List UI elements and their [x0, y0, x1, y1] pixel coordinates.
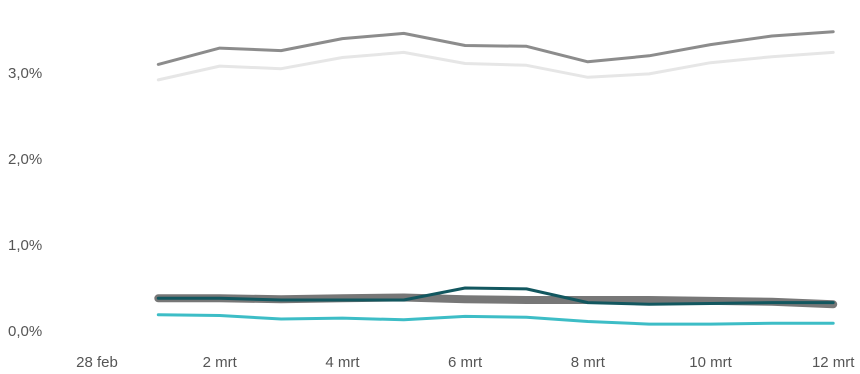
y-tick-label: 0,0%: [8, 323, 42, 340]
x-tick-label: 4 mrt: [325, 354, 360, 369]
y-tick-label: 1,0%: [8, 237, 42, 254]
y-tick-label: 2,0%: [8, 151, 42, 168]
series-line-2: [156, 30, 835, 66]
series-lines: [154, 30, 838, 326]
x-tick-label: 6 mrt: [448, 354, 483, 369]
y-tick-label: 3,0%: [8, 65, 42, 82]
series-line-5: [156, 286, 835, 306]
series-line-4: [156, 313, 835, 326]
x-tick-label: 12 mrt: [812, 354, 855, 369]
x-axis-tick-labels: 28 feb 2 mrt 4 mrt 6 mrt 8 mrt 10 mrt 12 mrt: [76, 354, 855, 371]
x-tick-label: 8 mrt: [571, 354, 606, 369]
x-tick-label: 2 mrt: [203, 354, 238, 369]
x-tick-label: 10 mrt: [689, 354, 732, 369]
x-tick-label: 28 feb: [76, 354, 118, 369]
series-line-1: [156, 50, 835, 82]
y-axis-tick-labels: 0,0% 1,0% 2,0% 3,0%: [8, 65, 42, 340]
